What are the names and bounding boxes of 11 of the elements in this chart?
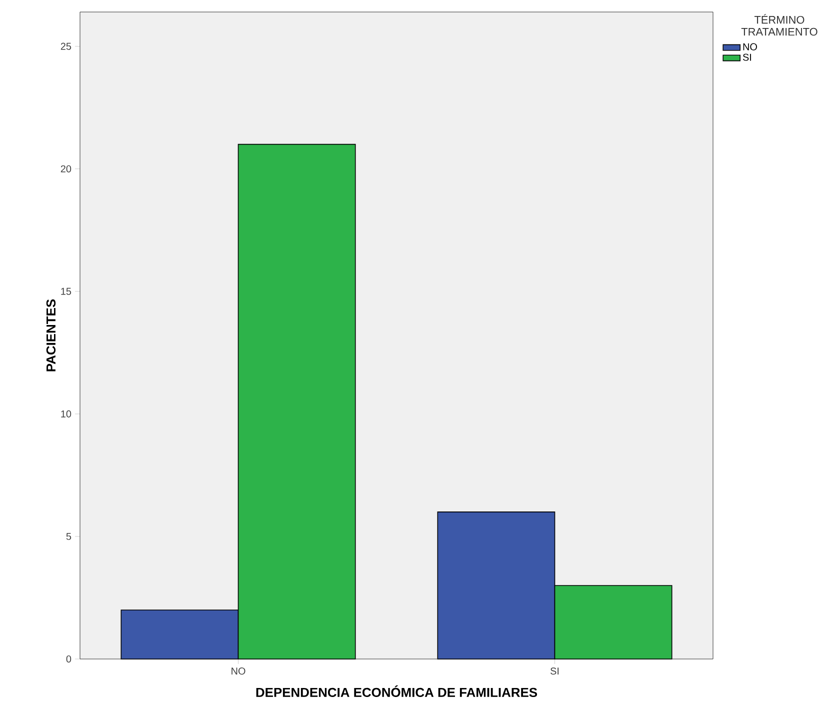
- y-tick-label: 15: [61, 288, 72, 295]
- legend-label: SI: [742, 54, 751, 61]
- x-axis-title: DEPENDENCIA ECONÓMICA DE FAMILIARES: [256, 685, 538, 698]
- y-axis-title: PACIENTES: [46, 299, 56, 372]
- legend-title: TÉRMINO TRATAMIENTO: [741, 14, 818, 36]
- y-tick-label: 10: [61, 410, 72, 418]
- legend-label: NO: [743, 43, 757, 50]
- y-tick-label: 0: [66, 655, 72, 663]
- y-tick-label: 20: [60, 165, 72, 172]
- y-tick-label: 25: [60, 42, 72, 50]
- y-tick-label: 5: [66, 532, 72, 540]
